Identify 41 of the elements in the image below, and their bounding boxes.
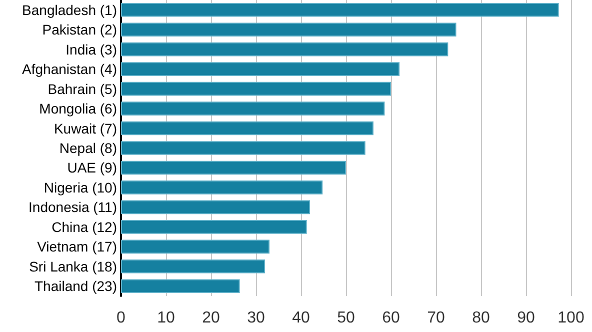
- bar: [121, 82, 391, 96]
- x-tick-label: 70: [427, 310, 445, 326]
- x-tick-label: 60: [382, 310, 400, 326]
- y-tick-label: India (3): [66, 41, 117, 58]
- y-tick-label: Thailand (23): [34, 278, 117, 294]
- y-tick-label: Afghanistan (4): [22, 61, 117, 78]
- y-tick-label: Kuwait (7): [54, 120, 117, 136]
- bar: [121, 42, 448, 56]
- y-tick-label: UAE (9): [67, 160, 117, 176]
- y-tick-label: Sri Lanka (18): [29, 258, 117, 274]
- bar: [121, 121, 374, 136]
- x-tick-label: 100: [558, 310, 584, 326]
- y-tick-label: Nigeria (10): [44, 179, 117, 196]
- x-tick-label: 40: [292, 310, 310, 326]
- bar: [121, 62, 400, 76]
- y-tick-label: Bahrain (5): [48, 80, 117, 97]
- x-tick-label: 10: [157, 310, 175, 326]
- y-tick-label: Nepal (8): [59, 140, 117, 156]
- x-tick-label: 0: [116, 310, 126, 326]
- y-tick-label: Bangladesh (1): [22, 2, 117, 18]
- x-tick-label: 20: [202, 310, 220, 326]
- bar: [121, 279, 240, 294]
- bar: [121, 141, 366, 155]
- bar: [121, 200, 310, 214]
- bar: [121, 259, 265, 274]
- bar: [121, 220, 307, 234]
- bar: [121, 160, 346, 175]
- x-tick-label: 30: [247, 310, 265, 326]
- y-tick-label: Mongolia (6): [39, 100, 117, 117]
- x-tick-label: 80: [472, 310, 490, 326]
- bar: [121, 102, 385, 116]
- x-tick-label: 50: [337, 310, 355, 326]
- y-tick-label: Indonesia (11): [28, 199, 117, 216]
- bar: [121, 180, 323, 194]
- y-tick-label: China (12): [52, 218, 117, 235]
- y-tick-label: Vietnam (17): [37, 238, 117, 255]
- bar: [121, 240, 270, 254]
- x-tick-label: 90: [517, 310, 535, 326]
- bar: [121, 2, 559, 17]
- y-tick-label: Pakistan (2): [42, 22, 117, 38]
- bar: [121, 22, 456, 37]
